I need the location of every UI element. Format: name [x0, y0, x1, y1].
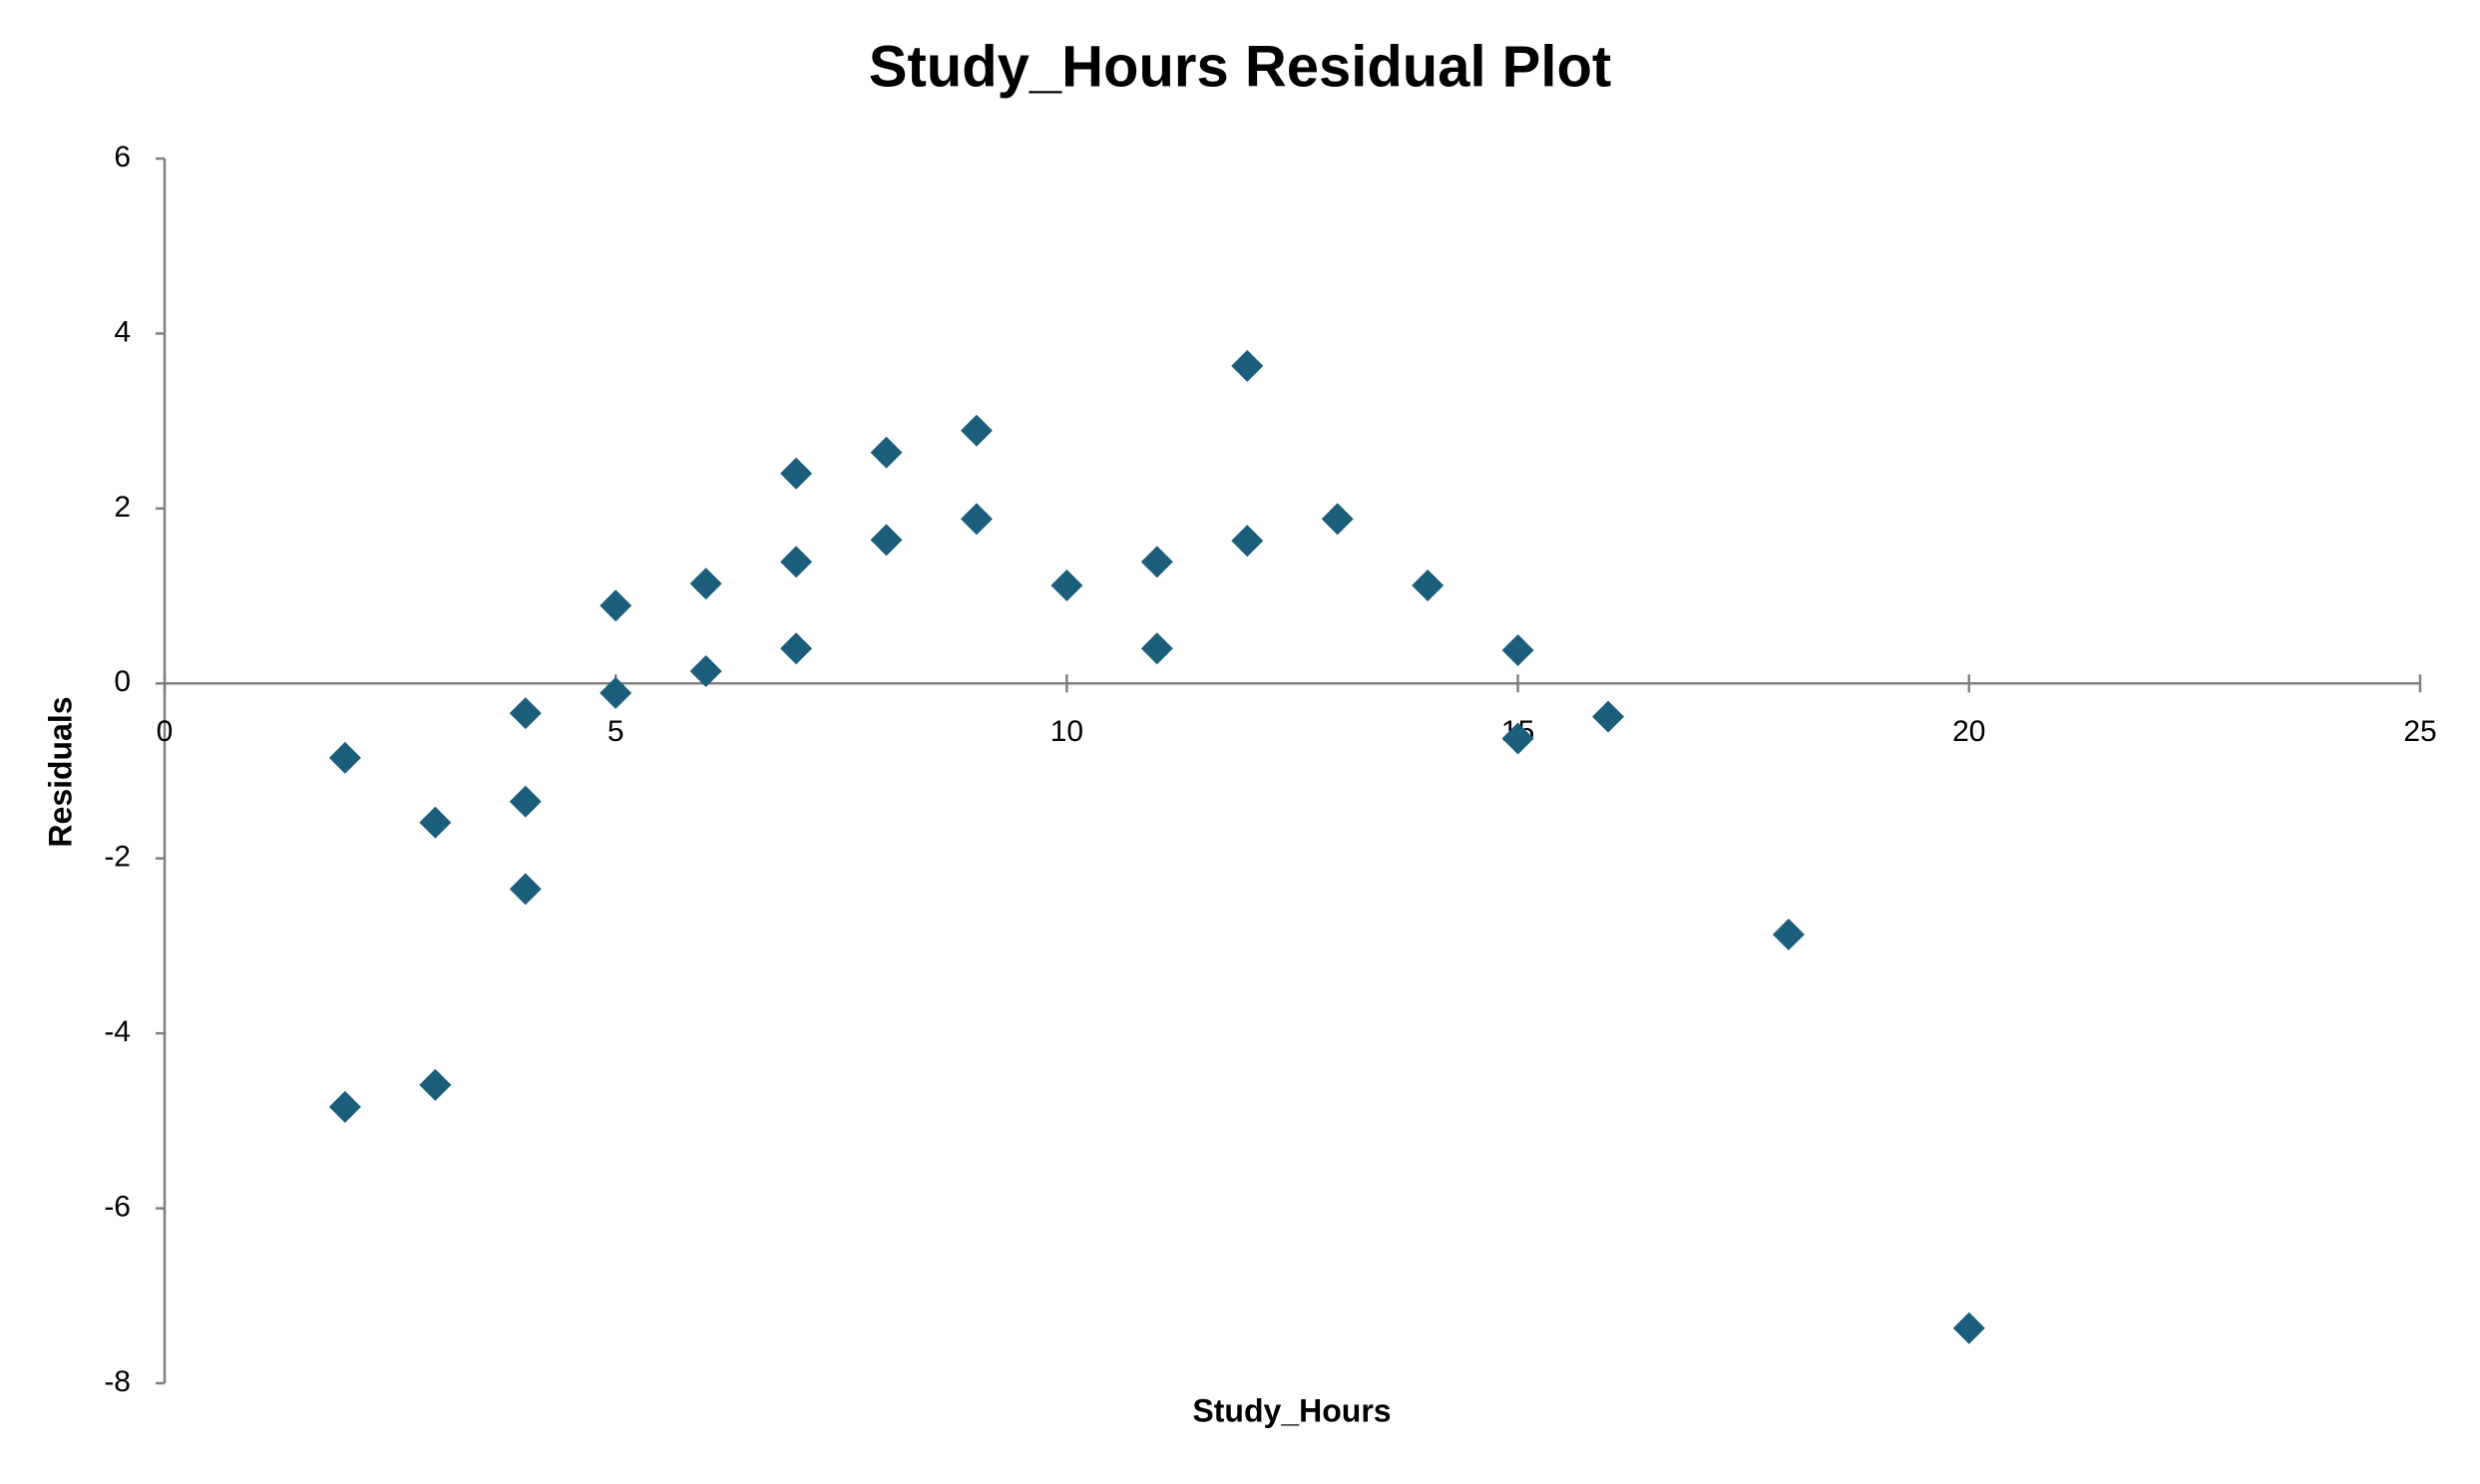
data-point — [1772, 919, 1805, 951]
y-tick-label: -2 — [104, 841, 131, 874]
data-point — [509, 697, 542, 730]
y-axis-title: Residuals — [42, 696, 78, 847]
y-tick-label: 6 — [114, 141, 131, 174]
data-point — [1231, 349, 1264, 382]
data-point — [870, 436, 903, 469]
x-tick-label: 20 — [1952, 715, 1985, 748]
data-point — [1050, 569, 1083, 602]
data-point — [1501, 722, 1534, 755]
y-tick-label: -4 — [104, 1015, 131, 1048]
data-point — [509, 873, 542, 906]
y-tick-label: -6 — [104, 1190, 131, 1223]
data-point — [419, 806, 452, 839]
data-point — [780, 457, 813, 490]
data-point — [600, 676, 632, 709]
y-tick-label: 4 — [114, 315, 131, 348]
x-tick-label: 0 — [157, 715, 174, 748]
chart-title: Study_Hours Residual Plot — [869, 34, 1611, 99]
data-point — [600, 589, 632, 622]
data-point — [1501, 633, 1534, 666]
y-tick-label: 0 — [114, 665, 131, 698]
x-tick-label: 25 — [2403, 715, 2436, 748]
data-point — [870, 524, 903, 556]
data-point — [689, 567, 722, 600]
x-tick-label: 5 — [608, 715, 624, 748]
data-point — [960, 414, 993, 447]
data-point — [1592, 700, 1625, 733]
data-point — [780, 546, 813, 578]
data-point — [328, 741, 361, 774]
x-tick-label: 10 — [1050, 715, 1083, 748]
data-point — [1321, 503, 1354, 536]
data-point — [1952, 1311, 1985, 1344]
data-point — [1412, 569, 1445, 602]
data-point — [1231, 525, 1264, 557]
y-tick-label: 2 — [114, 491, 131, 524]
data-point — [1140, 632, 1173, 665]
y-tick-label: -8 — [104, 1365, 131, 1398]
data-point — [509, 785, 542, 818]
x-axis-title: Study_Hours — [1192, 1392, 1391, 1428]
data-point — [1140, 546, 1173, 578]
data-point — [328, 1090, 361, 1123]
data-point — [689, 655, 722, 688]
data-point — [780, 632, 813, 665]
data-point — [960, 503, 993, 536]
data-point — [419, 1068, 452, 1101]
